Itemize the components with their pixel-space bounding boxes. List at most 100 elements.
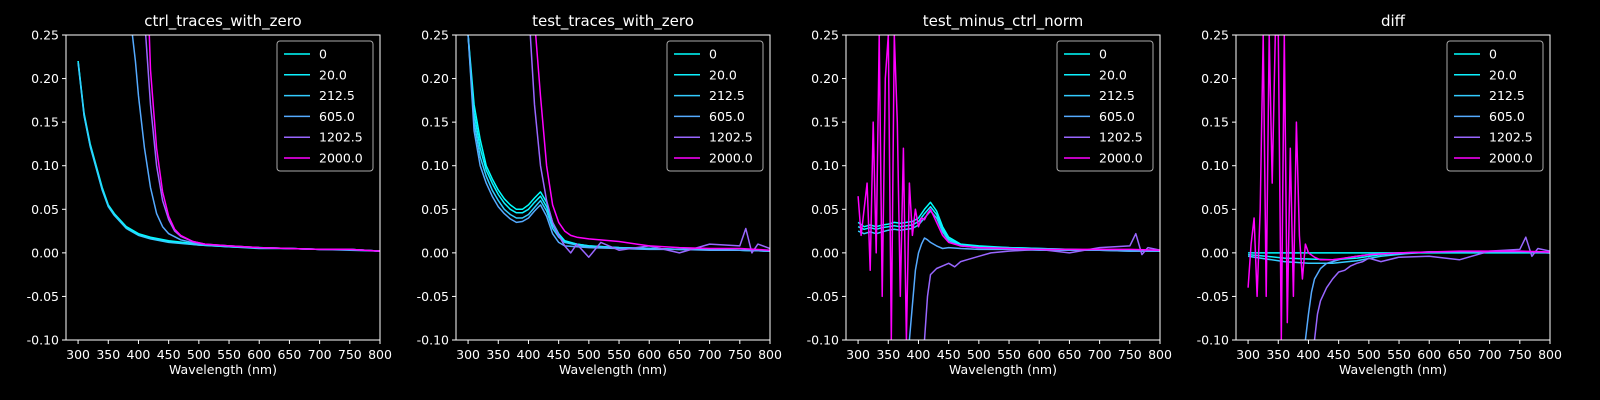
y-tick-label: 0.05 bbox=[421, 202, 449, 217]
x-tick-label: 450 bbox=[937, 347, 961, 362]
panels: 300 350 400 450 500 550 600 650 700 750 800 -0.10 -0… bbox=[27, 12, 1562, 377]
y-tick-label: 0.00 bbox=[811, 245, 839, 260]
legend-box bbox=[666, 40, 764, 172]
legend-label: 0 bbox=[709, 47, 717, 62]
y-tick-label: 0.00 bbox=[31, 245, 59, 260]
x-axis-label: Wavelength (nm) bbox=[949, 362, 1057, 377]
legend-label: 0 bbox=[1099, 47, 1107, 62]
series-line-2000.0 bbox=[534, 35, 770, 251]
legend: 0 20.0 212.5 605.0 1202.5 2000.0 bbox=[1446, 40, 1544, 172]
y-tick-label: -0.10 bbox=[27, 333, 59, 348]
series-lines bbox=[857, 35, 1160, 340]
x-tick-label: 700 bbox=[308, 347, 332, 362]
x-tick-label: 600 bbox=[1417, 347, 1441, 362]
x-tick-label: 300 bbox=[66, 347, 90, 362]
x-tick-label: 450 bbox=[157, 347, 181, 362]
y-tick-label: 0.15 bbox=[811, 115, 839, 130]
x-tick-label: 800 bbox=[1538, 347, 1562, 362]
y-tick-label: 0.20 bbox=[31, 71, 59, 86]
y-tick-label: 0.20 bbox=[811, 71, 839, 86]
x-tick-label: 750 bbox=[338, 347, 362, 362]
x-axis-label: Wavelength (nm) bbox=[169, 362, 277, 377]
x-tick-label: 350 bbox=[96, 347, 120, 362]
x-tick-label: 600 bbox=[637, 347, 661, 362]
series-line-1202.5 bbox=[923, 232, 1160, 340]
y-tick-label: -0.10 bbox=[417, 333, 449, 348]
x-tick-label: 650 bbox=[1447, 347, 1471, 362]
legend-label: 212.5 bbox=[1489, 88, 1525, 103]
legend-label: 20.0 bbox=[319, 67, 347, 82]
x-tick-label: 650 bbox=[1057, 347, 1081, 362]
y-tick-label: -0.05 bbox=[27, 289, 59, 304]
legend-label: 1202.5 bbox=[1099, 130, 1143, 145]
chart-panel-2: 300 350 400 450 500 550 600 650 700 750 800 -0.10 -0… bbox=[417, 12, 782, 377]
y-tick-label: 0.05 bbox=[811, 202, 839, 217]
x-tick-label: 550 bbox=[1387, 347, 1411, 362]
y-tick-label: 0.05 bbox=[31, 202, 59, 217]
y-tick-label: -0.05 bbox=[807, 289, 839, 304]
x-tick-label: 750 bbox=[1508, 347, 1532, 362]
series-line-2000.0 bbox=[857, 35, 1160, 340]
y-tick-label: 0.15 bbox=[1201, 115, 1229, 130]
y-tick-label: 0.15 bbox=[421, 115, 449, 130]
x-tick-label: 350 bbox=[486, 347, 510, 362]
x-tick-label: 550 bbox=[607, 347, 631, 362]
x-tick-label: 300 bbox=[846, 347, 870, 362]
x-tick-label: 300 bbox=[1236, 347, 1260, 362]
series-lines bbox=[467, 35, 770, 258]
axes-frame bbox=[845, 34, 1161, 341]
x-tick-label: 750 bbox=[1118, 347, 1142, 362]
x-tick-label: 650 bbox=[277, 347, 301, 362]
x-tick-label: 800 bbox=[758, 347, 782, 362]
legend-label: 2000.0 bbox=[1099, 151, 1143, 166]
x-tick-label: 600 bbox=[247, 347, 271, 362]
series-lines bbox=[77, 35, 380, 252]
x-tick-label: 400 bbox=[907, 347, 931, 362]
y-tick-label: 0.25 bbox=[1201, 28, 1229, 43]
legend-label: 1202.5 bbox=[1489, 130, 1533, 145]
chart-panel-3: 300 350 400 450 500 550 600 650 700 750 800 -0.10 -0… bbox=[807, 12, 1172, 377]
legend-box bbox=[1056, 40, 1154, 172]
legend-box bbox=[276, 40, 374, 172]
legend: 0 20.0 212.5 605.0 1202.5 2000.0 bbox=[666, 40, 764, 172]
y-tick-label: 0.10 bbox=[811, 158, 839, 173]
y-tick-label: 0.10 bbox=[1201, 158, 1229, 173]
legend-label: 212.5 bbox=[319, 88, 355, 103]
x-tick-label: 800 bbox=[368, 347, 392, 362]
series-lines bbox=[1247, 35, 1550, 340]
axes-frame bbox=[455, 34, 771, 341]
series-line-1202.5 bbox=[529, 35, 770, 258]
y-tick-label: -0.05 bbox=[1197, 289, 1229, 304]
chart-title: test_traces_with_zero bbox=[532, 12, 694, 31]
y-tick-label: 0.15 bbox=[31, 115, 59, 130]
legend-label: 0 bbox=[1489, 47, 1497, 62]
x-tick-label: 650 bbox=[667, 347, 691, 362]
y-tick-label: -0.10 bbox=[1197, 333, 1229, 348]
x-tick-label: 600 bbox=[1027, 347, 1051, 362]
legend-label: 20.0 bbox=[1489, 67, 1517, 82]
legend-label: 20.0 bbox=[709, 67, 737, 82]
y-tick-label: 0.20 bbox=[1201, 71, 1229, 86]
legend-label: 2000.0 bbox=[709, 151, 753, 166]
y-tick-label: -0.10 bbox=[807, 333, 839, 348]
series-line-605.0 bbox=[908, 237, 1160, 340]
x-tick-label: 350 bbox=[876, 347, 900, 362]
x-axis-label: Wavelength (nm) bbox=[559, 362, 667, 377]
y-tick-label: 0.00 bbox=[421, 245, 449, 260]
series-line-605.0 bbox=[467, 35, 770, 252]
chart-panel-4: 300 350 400 450 500 550 600 650 700 750 800 -0.10 -0… bbox=[1197, 12, 1562, 377]
axes-frame bbox=[1235, 34, 1551, 341]
chart-title: diff bbox=[1381, 12, 1406, 30]
x-tick-label: 750 bbox=[728, 347, 752, 362]
legend: 0 20.0 212.5 605.0 1202.5 2000.0 bbox=[1056, 40, 1154, 172]
y-tick-label: 0.20 bbox=[421, 71, 449, 86]
legend-label: 212.5 bbox=[1099, 88, 1135, 103]
series-line-2000.0 bbox=[148, 35, 380, 252]
x-tick-label: 400 bbox=[517, 347, 541, 362]
legend-label: 1202.5 bbox=[709, 130, 753, 145]
axes-frame bbox=[65, 34, 381, 341]
y-tick-label: 0.05 bbox=[1201, 202, 1229, 217]
x-tick-label: 350 bbox=[1266, 347, 1290, 362]
